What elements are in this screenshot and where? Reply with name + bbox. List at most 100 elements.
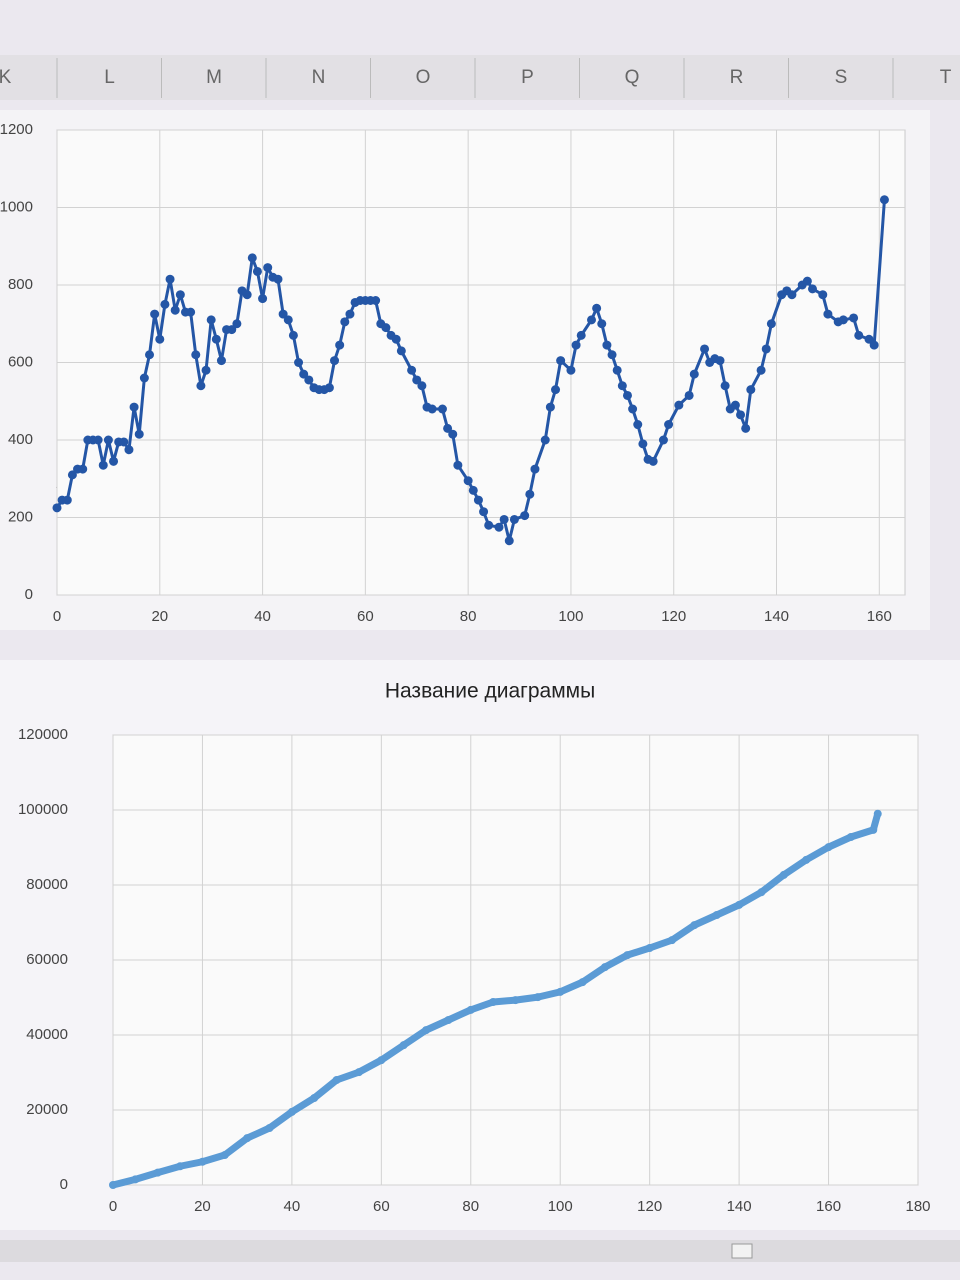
marker: [684, 390, 694, 400]
y-tick-label: 80000: [26, 876, 68, 893]
marker: [170, 305, 180, 315]
marker: [864, 334, 874, 344]
marker: [869, 340, 879, 350]
marker: [545, 402, 555, 412]
marker: [766, 319, 776, 329]
marker: [247, 253, 257, 263]
y-tick-label: 0: [60, 1176, 68, 1193]
x-tick-label: 100: [558, 608, 583, 625]
y-tick-label: 600: [8, 353, 33, 370]
marker: [787, 290, 797, 300]
marker: [540, 435, 550, 445]
marker: [417, 381, 427, 391]
y-tick-label: 120000: [18, 726, 68, 743]
marker: [330, 356, 340, 366]
marker: [399, 1041, 408, 1050]
marker: [576, 330, 586, 340]
marker: [530, 464, 540, 474]
marker: [849, 313, 859, 323]
marker: [381, 323, 391, 333]
column-header: Q: [625, 67, 640, 88]
y-tick-label: 1200: [0, 121, 33, 138]
series-line: [55, 198, 886, 543]
marker: [617, 381, 627, 391]
marker: [757, 888, 766, 897]
marker: [628, 404, 638, 414]
marker: [160, 299, 170, 309]
marker: [412, 375, 422, 385]
x-tick-label: 160: [867, 608, 892, 625]
marker: [444, 1016, 453, 1024]
marker: [186, 307, 196, 317]
marker: [196, 381, 206, 391]
marker: [741, 423, 751, 433]
x-tick-label: 180: [905, 1198, 930, 1215]
marker: [802, 276, 812, 286]
marker: [134, 429, 144, 439]
marker: [571, 340, 581, 350]
marker: [377, 1056, 386, 1065]
y-tick-label: 40000: [26, 1026, 68, 1043]
marker: [165, 274, 175, 284]
column-header-bar: [0, 55, 960, 100]
marker: [407, 365, 417, 375]
x-tick-label: 80: [462, 1198, 479, 1215]
marker: [484, 520, 494, 530]
marker: [294, 358, 304, 367]
marker: [715, 356, 725, 366]
marker: [533, 993, 542, 1002]
marker: [443, 423, 453, 433]
marker: [761, 344, 771, 354]
chart-title: Название диаграммы: [385, 680, 595, 703]
marker: [391, 334, 401, 344]
marker: [191, 350, 201, 360]
marker: [612, 365, 622, 375]
marker: [332, 1076, 341, 1084]
marker: [674, 400, 684, 410]
marker: [802, 855, 811, 864]
x-tick-label: 40: [254, 608, 271, 625]
marker: [520, 511, 530, 521]
y-tick-label: 200: [8, 508, 33, 525]
marker: [499, 514, 509, 524]
scroll-left-button[interactable]: [731, 1243, 753, 1259]
marker: [129, 402, 139, 412]
marker: [288, 330, 298, 340]
y-tick-label: 0: [25, 586, 33, 603]
marker: [109, 456, 119, 466]
marker: [287, 1107, 296, 1116]
marker: [607, 350, 617, 360]
marker: [494, 522, 504, 532]
column-header: M: [206, 67, 222, 88]
marker: [668, 936, 677, 945]
marker: [265, 1124, 274, 1132]
marker: [98, 460, 108, 470]
marker: [600, 963, 609, 972]
marker: [556, 987, 565, 996]
x-tick-label: 140: [764, 608, 789, 625]
marker: [818, 290, 828, 300]
marker: [427, 404, 437, 414]
y-tick-label: 60000: [26, 951, 68, 968]
marker: [838, 315, 848, 325]
marker: [340, 317, 350, 327]
marker: [730, 400, 740, 410]
marker: [756, 365, 766, 375]
scrollbar[interactable]: [0, 1240, 960, 1262]
marker: [463, 476, 473, 486]
column-header: R: [730, 67, 744, 88]
marker: [869, 825, 878, 834]
marker: [633, 420, 643, 429]
marker: [689, 369, 699, 379]
marker: [153, 1168, 162, 1177]
marker: [220, 1151, 229, 1159]
marker: [93, 435, 103, 445]
marker: [720, 381, 730, 391]
x-tick-label: 20: [194, 1198, 211, 1215]
marker: [566, 365, 576, 375]
marker: [597, 319, 607, 329]
marker: [807, 284, 817, 294]
marker: [422, 1026, 431, 1035]
x-tick-label: 40: [284, 1198, 301, 1215]
